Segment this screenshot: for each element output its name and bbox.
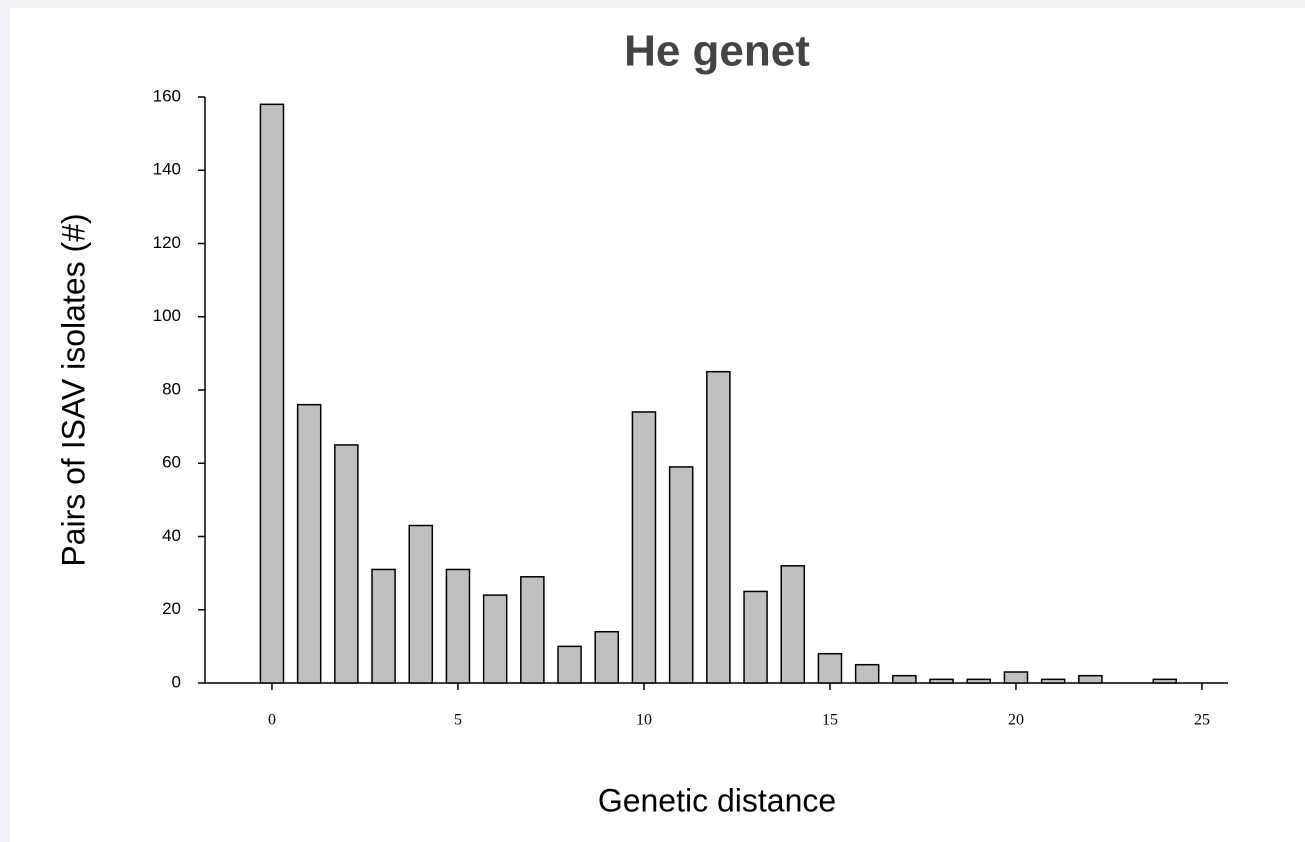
- y-tick-label: 160: [153, 86, 181, 105]
- x-tick-label: 10: [636, 712, 652, 729]
- y-tick-label: 40: [162, 526, 181, 545]
- y-tick-label: 100: [153, 306, 181, 325]
- panel: [10, 8, 1305, 842]
- bar: [1003, 671, 1029, 684]
- y-tick-label: 120: [153, 233, 181, 252]
- x-tick-label: 15: [822, 712, 838, 729]
- y-axis-label: Pairs of ISAV isolates (#): [55, 213, 91, 566]
- bar: [1078, 674, 1103, 684]
- y-tick-label: 80: [162, 379, 181, 398]
- bar: [594, 630, 620, 684]
- bar: [854, 663, 880, 684]
- bar: [780, 565, 806, 684]
- bar: [668, 466, 694, 684]
- bar: [371, 568, 396, 684]
- y-tick-label: 20: [162, 599, 181, 618]
- y-tick-label: 0: [172, 672, 181, 691]
- bar: [817, 652, 843, 684]
- x-tick-label: 0: [268, 712, 276, 729]
- bar: [557, 645, 582, 684]
- x-tick-label: 20: [1008, 712, 1024, 729]
- y-tick-label: 60: [162, 453, 181, 472]
- bar: [296, 403, 322, 684]
- bar: [520, 576, 545, 684]
- bar: [892, 674, 917, 684]
- x-tick-label: 25: [1194, 712, 1210, 729]
- x-axis-label: Genetic distance: [598, 782, 836, 818]
- x-tick-label: 5: [454, 712, 462, 729]
- bar: [706, 370, 731, 684]
- y-tick-label: 140: [153, 160, 181, 179]
- bar: [1152, 678, 1178, 684]
- bar: [631, 411, 657, 684]
- bar: [408, 524, 434, 684]
- bar: [929, 678, 954, 684]
- bar: [966, 678, 992, 684]
- bar: [482, 594, 508, 684]
- bar: [259, 103, 285, 684]
- bar: [445, 568, 471, 684]
- bar: [1040, 678, 1066, 684]
- bar: [334, 444, 359, 684]
- chart-title: He genet: [624, 27, 810, 76]
- bar: [743, 590, 768, 684]
